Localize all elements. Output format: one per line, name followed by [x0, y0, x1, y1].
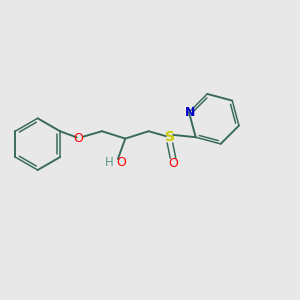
- Text: N: N: [184, 106, 195, 119]
- Text: O: O: [168, 157, 178, 170]
- Text: O: O: [74, 132, 83, 145]
- Text: H: H: [105, 155, 114, 169]
- Text: S: S: [165, 130, 175, 144]
- Text: O: O: [117, 155, 127, 169]
